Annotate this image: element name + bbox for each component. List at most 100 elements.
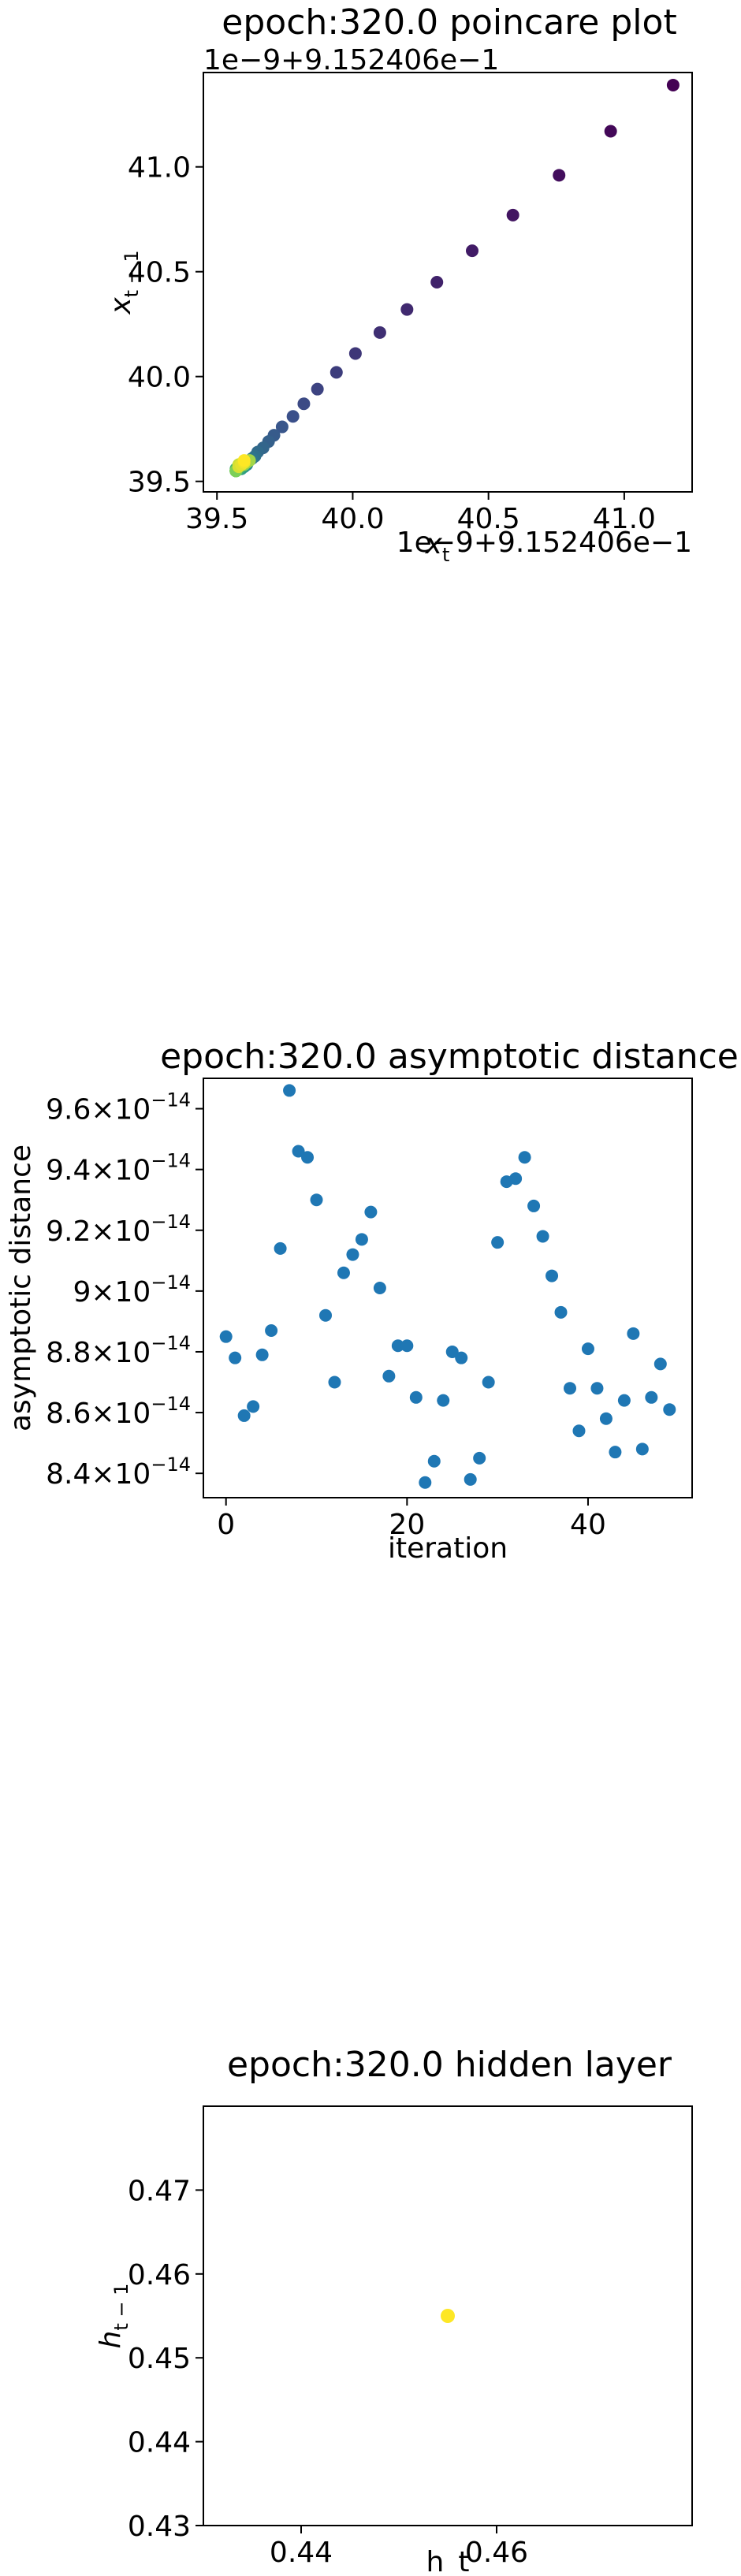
y-tick-label: 0.44 [128,2427,191,2459]
y-tick-label: 9.6×10−14 [46,1089,191,1126]
x-tick-label: 40.5 [457,503,520,535]
hidden-layer-axes-frame [203,2105,693,2526]
asymptotic-distance-point [564,1382,576,1395]
y-tick-label: 40.0 [128,362,191,394]
asymptotic-distance-point [274,1241,287,1255]
hidden-layer-ticks: 0.44 0.46 0.43 0.44 0.45 0.46 0.47 [128,2175,528,2569]
x-tick-label: 20 [389,1509,425,1541]
poincare-point [666,78,680,91]
asymptotic-distance-point [572,1424,586,1438]
asymptotic-distance-point [437,1394,450,1407]
asymptotic-distance-point [645,1390,658,1404]
y-tick-label: 41.0 [128,152,191,184]
poincare-plot-axes-frame [203,72,693,493]
asymptotic-distance-point [292,1145,305,1158]
poincare-plot-points [229,78,680,478]
asymptotic-distance-point [409,1390,423,1404]
y-tick-label: 8.4×10−14 [46,1454,191,1491]
asymptotic-distance-point [219,1330,233,1343]
asymptotic-distance-point [319,1308,332,1322]
hidden-layer-points [441,2309,455,2323]
asymptotic-distance-point [355,1233,368,1246]
asymptotic-distance-axes-frame [203,1078,693,1498]
poincare-point [400,303,414,316]
x-tick-label: 39.5 [185,503,248,535]
x-tick-label: 0 [217,1509,235,1541]
asymptotic-distance-ticks: 0 20 40 8.4×10−14 8.6×10−14 8.8×10−14 9×10−14 9… [46,1089,606,1541]
asymptotic-distance-point [617,1394,631,1407]
asymptotic-distance-point [581,1342,594,1356]
asymptotic-distance-point [382,1369,396,1383]
asymptotic-distance-point [482,1375,495,1389]
asymptotic-distance-point [364,1205,378,1219]
y-tick-label: 0.43 [128,2511,191,2543]
poincare-plot-title: epoch:320.0 poincare plot [222,2,676,43]
asymptotic-distance-point [554,1305,568,1319]
asymptotic-distance-point [527,1199,541,1212]
poincare-plot-chart: epoch:320.0 poincare plot 1e−9+9.152406e… [105,2,693,566]
hidden-layer-y-axis-label: ht − 1 [95,2284,132,2349]
asymptotic-distance-point [427,1454,441,1468]
poincare-point [311,382,324,396]
y-tick-label: 0.47 [128,2175,191,2207]
asymptotic-distance-point [346,1248,359,1261]
asymptotic-distance-point [491,1236,505,1249]
poincare-point [373,326,386,339]
asymptotic-distance-point [265,1323,278,1337]
poincare-point [553,169,566,182]
asymptotic-distance-point [635,1442,649,1456]
x-tick-label: 40.0 [321,503,384,535]
asymptotic-distance-point [536,1230,549,1243]
hidden-layer-point [441,2309,455,2323]
asymptotic-distance-point [419,1476,432,1489]
poincare-point [286,410,300,423]
poincare-point [506,208,519,221]
asymptotic-distance-point [473,1451,486,1465]
asymptotic-distance-point [391,1339,404,1353]
y-tick-label: 8.8×10−14 [46,1332,191,1369]
asymptotic-distance-point [247,1400,260,1413]
asymptotic-distance-point [455,1351,468,1364]
poincare-plot-ticks: 39.5 40.0 40.5 41.0 39.5 40.0 40.5 41.0 [128,152,656,535]
poincare-point [348,347,362,360]
hidden-layer-x-axis-label: h_t [426,2546,470,2576]
asymptotic-distance-point [445,1345,459,1358]
poincare-point [466,244,478,258]
asymptotic-distance-point [518,1151,531,1164]
poincare-point [330,366,343,379]
asymptotic-distance-point [599,1412,613,1425]
asymptotic-distance-point [283,1084,296,1097]
y-tick-label: 0.46 [128,2259,191,2291]
poincare-point [604,125,617,138]
asymptotic-distance-point [337,1266,350,1279]
y-tick-label: 8.6×10−14 [46,1393,191,1430]
asymptotic-distance-point [590,1382,604,1395]
poincare-point [430,276,444,288]
asymptotic-distance-point [663,1403,676,1416]
asymptotic-distance-point [301,1151,315,1164]
asymptotic-distance-points [219,1084,676,1489]
poincare-plot-x-offset-text: 1e−9+9.152406e−1 [397,527,692,559]
asymptotic-distance-x-axis-label: iteration [388,1532,508,1565]
asymptotic-distance-title: epoch:320.0 asymptotic distance [160,1037,739,1077]
asymptotic-distance-point [464,1472,477,1486]
hidden-layer-title: epoch:320.0 hidden layer [227,2045,672,2085]
poincare-plot-x-axis-label: xt [425,528,450,566]
y-tick-label: 9×10−14 [73,1271,191,1308]
poincare-point [275,420,289,434]
asymptotic-distance-point [373,1282,386,1294]
asymptotic-distance-point [310,1193,323,1207]
asymptotic-distance-point [546,1269,559,1282]
asymptotic-distance-point [627,1327,640,1340]
x-tick-label: 41.0 [593,503,656,535]
y-tick-label: 40.5 [128,257,191,289]
asymptotic-distance-y-axis-label: asymptotic distance [5,1145,37,1431]
asymptotic-distance-point [609,1446,622,1459]
asymptotic-distance-point [400,1339,414,1353]
x-tick-label: 40 [570,1509,606,1541]
asymptotic-distance-point [653,1357,667,1371]
y-tick-label: 39.5 [128,467,191,499]
asymptotic-distance-chart: epoch:320.0 asymptotic distance 0 20 40 8.4… [5,1037,739,1565]
asymptotic-distance-point [328,1375,341,1389]
poincare-plot-y-axis-label: xt − 1 [105,250,143,315]
